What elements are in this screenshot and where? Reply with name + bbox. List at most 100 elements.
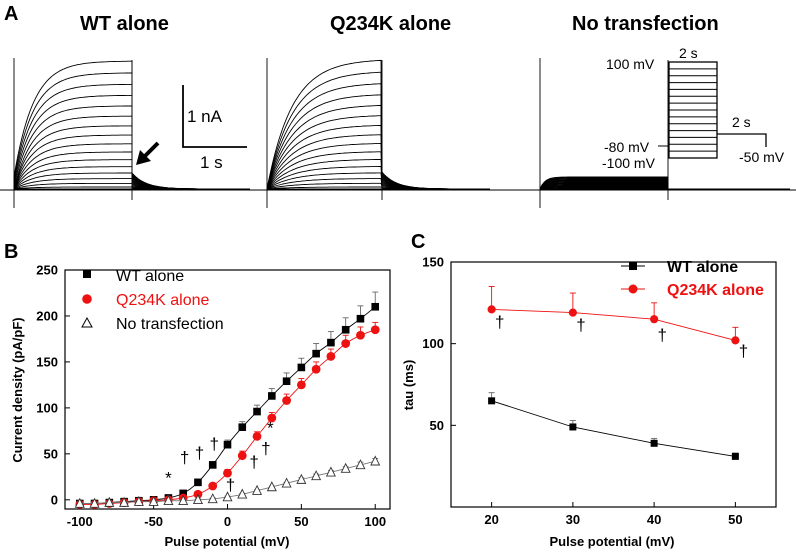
scale-bar bbox=[182, 85, 247, 148]
data-point bbox=[238, 423, 247, 431]
panel-c-axes: 20 30 40 50 50 100 150 bbox=[422, 255, 742, 528]
panel-b-label: B bbox=[4, 241, 18, 263]
protocol-top-voltage-label: 100 mV bbox=[606, 56, 655, 72]
protocol-bottom-voltage-label: -100 mV bbox=[602, 155, 656, 171]
y-tick-label: 150 bbox=[422, 255, 444, 270]
current-traces bbox=[0, 58, 796, 208]
data-point bbox=[208, 461, 217, 469]
y-tick-label: 200 bbox=[36, 308, 58, 323]
y-tick-label: 150 bbox=[36, 354, 58, 369]
series-line bbox=[491, 400, 736, 457]
scale-bar-current-label: 1 nA bbox=[187, 107, 223, 126]
current-trace bbox=[539, 176, 790, 190]
panel-b-axes: -100 -50 0 50 100 0 50 100 150 200 250 bbox=[36, 263, 386, 530]
x-tick-label: 30 bbox=[566, 512, 580, 527]
panel-c: C 20 30 40 50 50 100 150 † † † † Pulse potential … bbox=[401, 231, 777, 549]
legend-wt-marker bbox=[83, 270, 91, 278]
data-point bbox=[731, 452, 739, 460]
no-transfection-trace-title: No transfection bbox=[572, 13, 719, 35]
data-point bbox=[74, 497, 85, 508]
panel-b-x-axis-label: Pulse potential (mV) bbox=[165, 534, 290, 549]
data-point bbox=[237, 488, 248, 499]
data-point bbox=[487, 305, 496, 314]
data-point bbox=[194, 478, 202, 487]
significance-marker: † bbox=[180, 448, 189, 467]
legend-c-wt-marker bbox=[629, 262, 637, 270]
series-line bbox=[491, 308, 736, 341]
data-point bbox=[370, 455, 381, 466]
panel-c-y-axis-label: tau (ms) bbox=[401, 360, 416, 411]
legend-c-q234k-marker bbox=[628, 284, 638, 294]
panel-c-x-axis-label: Pulse potential (mV) bbox=[550, 534, 675, 549]
data-point bbox=[208, 481, 218, 491]
q234k-trace-title: Q234K alone bbox=[330, 13, 451, 35]
data-point bbox=[281, 477, 292, 488]
data-point bbox=[266, 481, 277, 492]
scale-bar-time-label: 1 s bbox=[200, 153, 223, 172]
data-point bbox=[252, 431, 262, 441]
data-point bbox=[133, 495, 144, 506]
x-tick-label: -50 bbox=[144, 514, 163, 529]
data-point bbox=[356, 330, 365, 340]
significance-marker: † bbox=[249, 453, 258, 472]
y-tick-label: 0 bbox=[51, 492, 58, 507]
panel-b-legend: WT alone Q234K alone No transfection bbox=[81, 268, 224, 333]
panel-b-y-axis-label: Current density (pA/pF) bbox=[10, 317, 25, 462]
tail-current-arrow bbox=[136, 141, 160, 165]
data-point bbox=[252, 484, 263, 495]
significance-marker: † bbox=[226, 476, 235, 495]
data-point bbox=[355, 459, 366, 470]
data-point bbox=[282, 396, 291, 405]
data-point bbox=[222, 491, 233, 502]
significance-marker: † bbox=[261, 439, 270, 458]
data-point bbox=[192, 494, 203, 505]
data-point bbox=[311, 364, 321, 374]
significance-marker: † bbox=[195, 443, 204, 462]
data-point bbox=[568, 308, 577, 317]
wt-trace-title: WT alone bbox=[80, 13, 169, 35]
x-tick-label: 20 bbox=[484, 512, 498, 527]
legend-no-transfection-label: No transfection bbox=[116, 316, 224, 333]
y-tick-label: 250 bbox=[36, 263, 58, 278]
legend-q234k-marker bbox=[82, 294, 92, 304]
data-point bbox=[207, 493, 218, 504]
x-tick-label: 0 bbox=[224, 514, 231, 529]
data-point bbox=[650, 439, 658, 447]
significance-marker: * bbox=[267, 419, 274, 438]
current-trace bbox=[266, 182, 490, 190]
data-point bbox=[104, 496, 115, 507]
data-point bbox=[237, 451, 247, 461]
data-point bbox=[340, 462, 351, 473]
significance-marker: † bbox=[658, 325, 667, 344]
legend-q234k-label: Q234K alone bbox=[116, 292, 210, 309]
protocol-tail-step bbox=[717, 133, 767, 147]
protocol-holding-voltage-label: -80 mV bbox=[604, 139, 650, 155]
current-trace bbox=[266, 59, 490, 190]
data-point bbox=[370, 325, 380, 335]
data-point bbox=[267, 413, 277, 423]
data-point bbox=[325, 466, 336, 477]
current-trace bbox=[266, 166, 490, 190]
data-point bbox=[312, 349, 320, 358]
significance-marker: † bbox=[209, 434, 218, 453]
current-trace bbox=[266, 71, 490, 190]
legend-wt-label: WT alone bbox=[116, 268, 184, 285]
x-tick-label: 40 bbox=[647, 512, 661, 527]
y-tick-label: 100 bbox=[422, 336, 444, 351]
y-tick-label: 50 bbox=[44, 446, 58, 461]
data-point bbox=[731, 336, 740, 345]
data-point bbox=[327, 338, 335, 347]
significance-marker: † bbox=[739, 342, 748, 361]
significance-marker: † bbox=[576, 316, 585, 335]
data-point bbox=[119, 496, 130, 507]
panel-c-plot-frame bbox=[450, 261, 777, 508]
protocol-tail-duration-label: 2 s bbox=[732, 114, 751, 130]
panel-c-data: † † † † bbox=[487, 286, 748, 460]
y-tick-label: 100 bbox=[36, 400, 58, 415]
data-point bbox=[569, 423, 577, 431]
data-point bbox=[223, 440, 232, 449]
significance-marker: † bbox=[495, 312, 504, 331]
data-point bbox=[268, 392, 276, 400]
